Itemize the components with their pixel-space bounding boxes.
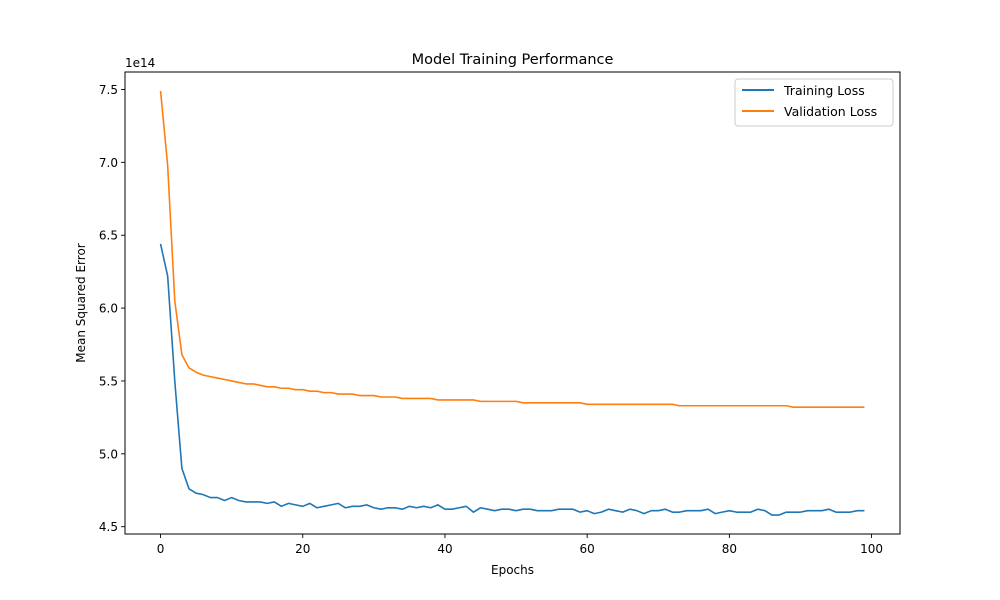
series-line-validation-loss — [159, 90, 865, 409]
legend-label-training-loss: Training Loss — [783, 83, 865, 98]
x-axis-ticks: 0 20 40 60 80 100 — [157, 534, 883, 556]
y-axis-label: Mean Squared Error — [74, 243, 88, 363]
plot-area-frame — [124, 71, 901, 535]
x-tick-label: 40 — [437, 542, 452, 556]
y-axis-ticks: 4.5 5.0 5.5 6.0 6.5 7.0 7.5 — [99, 83, 125, 534]
chart-title: Model Training Performance — [412, 52, 614, 68]
y-offset-label: 1e14 — [125, 56, 155, 70]
x-tick-label: 0 — [157, 542, 165, 556]
y-tick-label: 6.0 — [99, 302, 118, 316]
y-tick-label: 4.5 — [99, 520, 118, 534]
x-axis-label: Epochs — [491, 563, 534, 577]
y-tick-label: 5.5 — [99, 374, 118, 388]
x-tick-label: 100 — [860, 542, 883, 556]
x-tick-label: 20 — [295, 542, 310, 556]
y-tick-label: 7.5 — [99, 83, 118, 97]
y-tick-label: 5.0 — [99, 447, 118, 461]
x-tick-label: 80 — [722, 542, 737, 556]
legend-box — [734, 78, 894, 127]
series-lines — [159, 90, 865, 516]
y-tick-label: 7.0 — [99, 156, 118, 170]
y-tick-label: 6.5 — [99, 229, 118, 243]
legend-label-validation-loss: Validation Loss — [784, 104, 877, 119]
series-line-training-loss — [159, 243, 865, 516]
x-tick-label: 60 — [580, 542, 595, 556]
legend: Training Loss Validation Loss — [734, 78, 894, 127]
